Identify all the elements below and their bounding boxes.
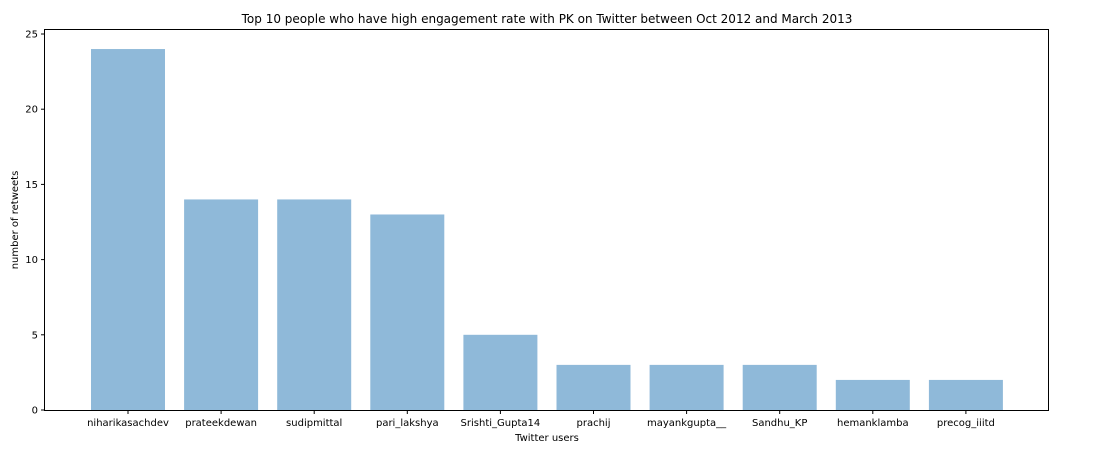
bar-precog_iiitd xyxy=(928,379,1003,410)
x-tick-label: Srishti_Gupta14 xyxy=(461,418,541,429)
x-axis-label: Twitter users xyxy=(514,433,579,444)
x-tick-label: Sandhu_KP xyxy=(752,418,807,429)
y-tick-label: 15 xyxy=(25,180,38,191)
bar-prachij xyxy=(556,364,631,410)
x-axis-ticks: niharikasachdev prateekdewan sudipmittal pa… xyxy=(87,410,995,429)
x-tick-label: precog_iiitd xyxy=(937,418,995,429)
bar-Sandhu_KP xyxy=(742,364,817,410)
x-tick-label: prachij xyxy=(577,418,611,429)
x-tick-label: niharikasachdev xyxy=(87,418,169,429)
bars-group xyxy=(91,49,1003,410)
y-tick-label: 5 xyxy=(32,330,38,341)
bar-pari_lakshya xyxy=(370,214,445,410)
bar-Srishti_Gupta14 xyxy=(463,334,538,410)
chart-title: Top 10 people who have high engagement r… xyxy=(241,12,853,26)
x-tick-label: hemanklamba xyxy=(837,418,909,429)
y-tick-label: 10 xyxy=(25,255,38,266)
plot-frame xyxy=(44,29,1049,411)
bar-mayankgupta__ xyxy=(649,364,724,410)
y-tick-label: 25 xyxy=(25,30,38,41)
bar-sudipmittal xyxy=(277,199,352,410)
x-tick-label: pari_lakshya xyxy=(376,418,439,429)
y-tick-label: 0 xyxy=(32,406,38,417)
bar-hemanklamba xyxy=(835,379,910,410)
y-axis-label: number of retweets xyxy=(10,171,21,270)
x-tick-label: mayankgupta__ xyxy=(647,418,727,429)
x-tick-label: prateekdewan xyxy=(185,418,257,429)
x-tick-label: sudipmittal xyxy=(286,418,342,429)
y-tick-label: 20 xyxy=(25,105,38,116)
bar-prateekdewan xyxy=(184,199,259,410)
bar-niharikasachdev xyxy=(91,49,165,410)
y-axis-ticks: 0 5 10 15 20 25 xyxy=(25,30,45,417)
